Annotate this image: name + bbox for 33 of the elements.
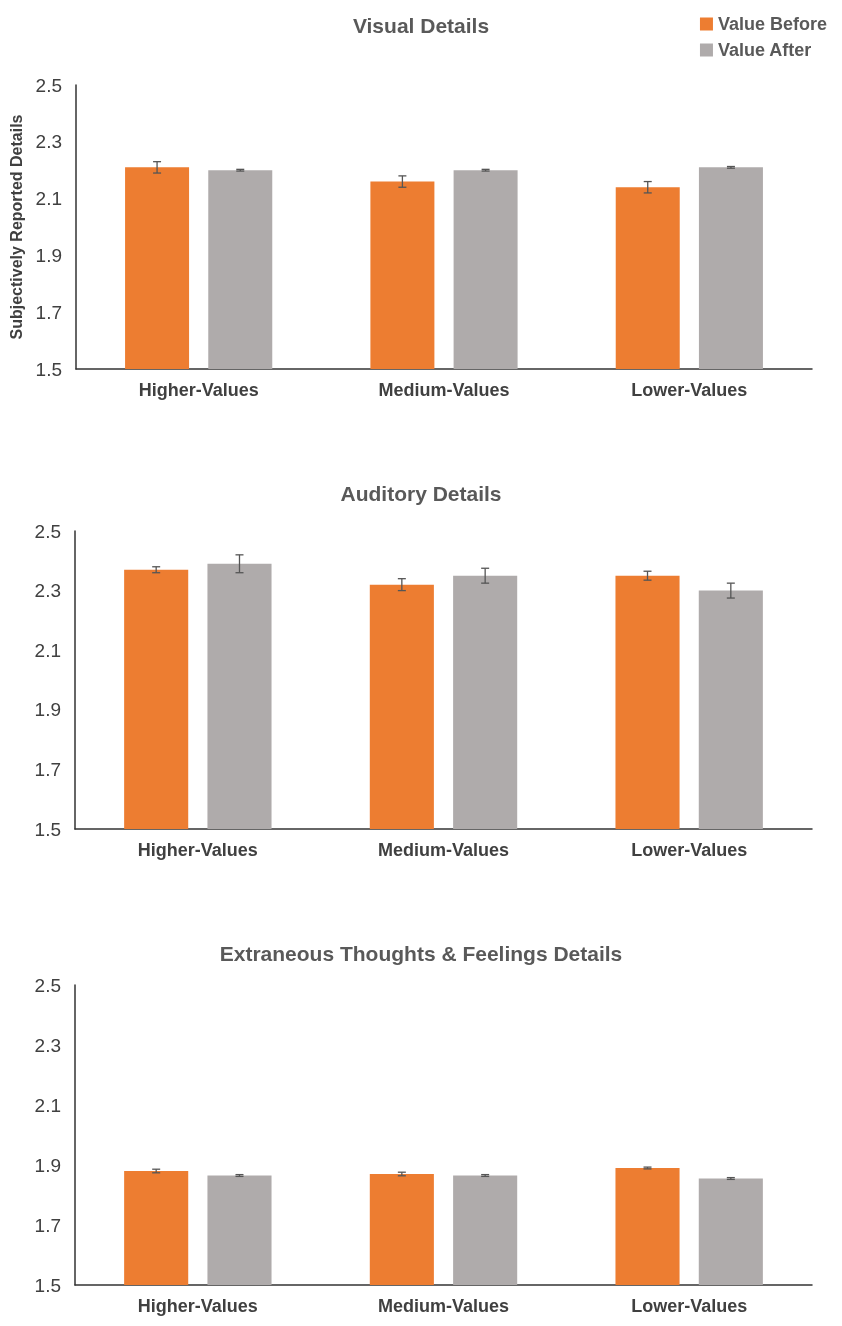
chart-title: Extraneous Thoughts & Feelings Details xyxy=(219,942,623,965)
x-tick-label: Lower-Values xyxy=(631,380,748,400)
legend-label: Value Before xyxy=(717,14,827,34)
y-tick-label: 1.9 xyxy=(34,699,61,721)
y-tick-label: 2.1 xyxy=(34,1094,61,1116)
x-tick-label: Higher-Values xyxy=(138,380,259,400)
y-tick-label: 2.1 xyxy=(34,639,61,661)
legend-label: Value After xyxy=(717,40,812,60)
y-tick-label: 2.3 xyxy=(34,1034,61,1056)
y-tick-label: 2.1 xyxy=(35,188,62,210)
y-tick-label: 1.5 xyxy=(34,1274,61,1296)
x-tick-label: Medium-Values xyxy=(377,840,510,860)
x-tick-label: Lower-Values xyxy=(631,1296,748,1316)
y-axis-title: Subjectively Reported Details xyxy=(7,114,25,340)
x-tick-label: Higher-Values xyxy=(137,1296,258,1316)
y-tick-label: 2.5 xyxy=(34,520,61,542)
chart-title: Visual Details xyxy=(352,14,490,37)
y-tick-label: 1.9 xyxy=(34,1154,61,1176)
y-tick-label: 1.7 xyxy=(34,1214,61,1236)
y-tick-label: 2.3 xyxy=(34,580,61,602)
y-tick-label: 1.7 xyxy=(35,301,62,323)
x-tick-label: Lower-Values xyxy=(631,840,748,860)
x-tick-label: Higher-Values xyxy=(137,840,258,860)
y-tick-label: 1.5 xyxy=(34,818,61,840)
y-tick-label: 2.5 xyxy=(34,974,61,996)
y-tick-label: 2.3 xyxy=(35,131,62,153)
y-tick-label: 2.5 xyxy=(35,74,62,96)
chart-title: Auditory Details xyxy=(340,482,502,505)
y-tick-label: 1.9 xyxy=(35,244,62,266)
y-tick-label: 1.7 xyxy=(34,758,61,780)
x-tick-label: Medium-Values xyxy=(377,1296,510,1316)
x-tick-label: Medium-Values xyxy=(378,380,510,400)
y-tick-label: 1.5 xyxy=(35,358,62,380)
